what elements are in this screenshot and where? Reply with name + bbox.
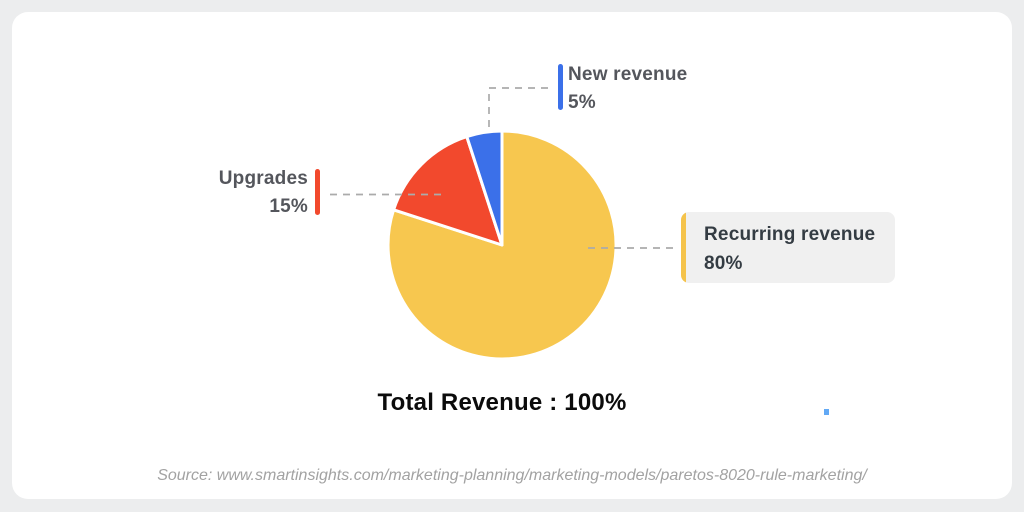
upgrades-value: 15% bbox=[269, 196, 308, 217]
chart-title: Total Revenue : 100% bbox=[377, 389, 627, 416]
recurring-revenue-text: Recurring revenue 80% bbox=[686, 212, 875, 283]
new-revenue-value: 5% bbox=[568, 92, 596, 113]
source-attribution: Source: www.smartinsights.com/marketing-… bbox=[157, 467, 867, 484]
upgrades-accent-bar bbox=[315, 169, 320, 215]
pie-slice-new-revenue bbox=[465, 129, 504, 247]
recurring-revenue-callout: Recurring revenue 80% bbox=[681, 212, 895, 283]
recurring-revenue-accent-bar bbox=[681, 212, 686, 283]
tiny-blue-artifact bbox=[824, 409, 829, 415]
recurring-revenue-label: Recurring revenue bbox=[704, 224, 876, 245]
recurring-revenue-value: 80% bbox=[704, 253, 743, 274]
pie bbox=[386, 129, 618, 361]
upgrades-label: Upgrades bbox=[218, 168, 308, 189]
connector-new-revenue bbox=[488, 87, 548, 129]
new-revenue-accent-bar bbox=[558, 64, 563, 110]
upgrades-callout: Upgrades 15% bbox=[219, 165, 308, 221]
new-revenue-callout: New revenue 5% bbox=[568, 61, 687, 117]
new-revenue-label: New revenue bbox=[568, 64, 688, 85]
